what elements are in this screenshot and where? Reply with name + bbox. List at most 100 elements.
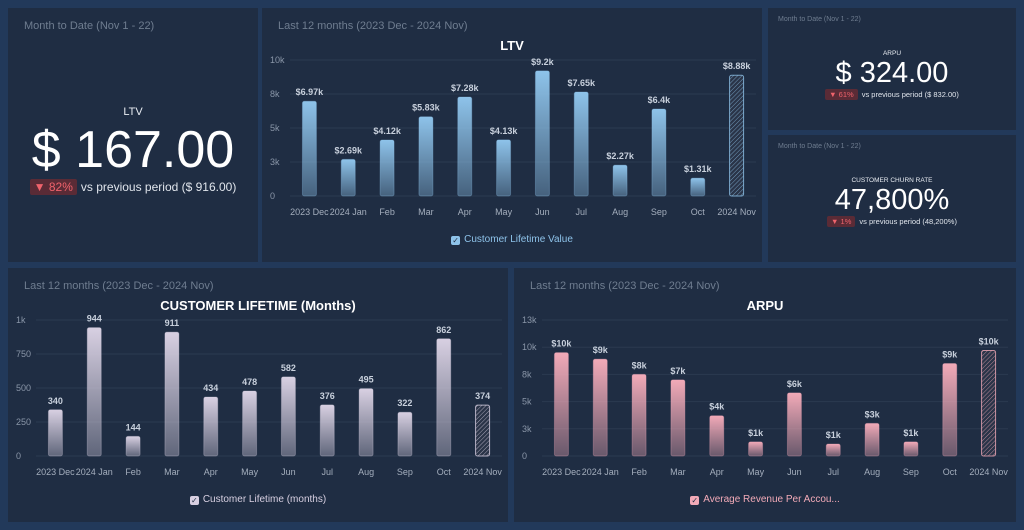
data-label: $1k [903,428,919,438]
bar [592,358,608,457]
bar [242,390,258,457]
data-label: $2.69k [334,145,363,155]
x-tick-label: Sep [397,467,413,477]
kpi-value: 47,800% [834,184,950,216]
change-badge: ▼ 61% [825,89,858,100]
bar [670,379,686,457]
date-range-label: Month to Date (Nov 1 - 22) [778,143,861,150]
x-tick-label: Sep [903,467,919,477]
bar [418,116,434,197]
bar [47,409,63,457]
x-tick-label: Mar [418,207,434,217]
x-tick-label: Sep [651,207,667,217]
data-label: 911 [165,318,180,328]
date-range-label: Month to Date (Nov 1 - 22) [24,20,155,32]
bar [86,327,102,457]
checkbox-icon[interactable]: ✓ [690,496,700,505]
x-tick-label: Jul [575,207,587,217]
x-tick-label: Feb [379,207,395,217]
checkbox-icon[interactable]: ✓ [189,496,199,505]
bar [651,108,667,197]
date-range-label: Last 12 months (2023 Dec - 2024 Nov) [278,20,468,32]
bar [631,373,647,457]
data-label: $6.97k [296,87,325,97]
checkbox-icon[interactable]: ✓ [451,236,461,245]
data-label: $8.88k [723,61,752,71]
data-label: $1k [826,430,842,440]
legend-item[interactable]: ✓ Customer Lifetime Value [262,234,762,245]
legend-item[interactable]: ✓ Average Revenue Per Accou... [514,494,1016,505]
churn-kpi-panel: Month to Date (Nov 1 - 22) CUSTOMER CHUR… [768,135,1016,262]
x-tick-label: Mar [164,467,180,477]
bar [358,388,374,457]
customer-lifetime-chart-panel: Last 12 months (2023 Dec - 2024 Nov) CUS… [8,268,508,522]
ltv-kpi-panel: Month to Date (Nov 1 - 22) LTV $ 167.00 … [8,8,258,262]
y-tick-label: 250 [16,417,31,427]
x-tick-label: Jul [321,467,333,477]
kpi-value: $ 167.00 [31,121,235,179]
comparison-text: vs previous period ($ 832.00) [861,90,959,99]
kpi-title: ARPU [882,50,902,57]
change-badge: ▼ 1% [827,216,856,227]
legend-item[interactable]: ✓ Customer Lifetime (months) [8,494,508,505]
data-label: $6k [787,379,803,389]
date-range-label: Last 12 months (2023 Dec - 2024 Nov) [530,280,720,292]
bar [319,404,335,457]
data-label: $7.65k [567,78,596,88]
data-label: $7.28k [451,83,480,93]
x-tick-label: Feb [125,467,141,477]
x-tick-label: May [747,467,765,477]
ltv-chart-panel: Last 12 months (2023 Dec - 2024 Nov) LTV… [262,8,762,262]
bar [786,392,802,457]
bar [164,331,180,457]
y-tick-label: 5k [270,123,280,133]
bar [864,422,880,457]
x-tick-label: Jun [787,467,802,477]
x-tick-label: 2024 Nov [969,467,1008,477]
comparison-text: vs previous period (48,200%) [859,217,957,226]
data-label: $8k [632,360,648,370]
legend-label: Customer Lifetime (months) [202,494,327,505]
x-tick-label: Apr [710,467,724,477]
bar [981,349,997,457]
x-tick-label: Mar [670,467,686,477]
bar [903,441,919,457]
kpi-title: CUSTOMER CHURN RATE [851,177,933,184]
x-tick-label: Apr [204,467,218,477]
x-tick-label: Aug [864,467,880,477]
y-tick-label: 8k [270,89,280,99]
arpu-kpi-panel: Month to Date (Nov 1 - 22) ARPU $ 324.00… [768,8,1016,130]
y-tick-label: 3k [270,157,280,167]
data-label: $10k [979,336,1000,346]
y-tick-label: 3k [522,424,532,434]
data-label: 340 [48,396,63,406]
data-label: 944 [87,314,102,324]
data-label: $1.31k [684,164,713,174]
x-tick-label: 2023 Dec [36,467,75,477]
data-label: $10k [551,339,572,349]
arpu-chart-panel: Last 12 months (2023 Dec - 2024 Nov) ARP… [514,268,1016,522]
data-label: $2.27k [606,151,635,161]
data-label: 144 [126,422,141,432]
data-label: $9k [593,345,609,355]
bar [203,396,219,457]
y-tick-label: 10k [522,342,537,352]
x-tick-label: Apr [458,207,472,217]
x-tick-label: 2023 Dec [542,467,581,477]
bar [436,338,452,457]
bar [709,415,725,457]
y-tick-label: 10k [270,55,285,65]
data-label: $4.12k [373,126,402,136]
x-tick-label: 2024 Nov [717,207,756,217]
bar [825,443,841,457]
arpu-bar-chart: 0 3k 5k 8k 10k 13k $10k 2023 Dec $9k 2024 Jan $8k F… [522,315,1008,477]
bar [397,411,413,457]
bar [379,139,395,197]
chart-title: ARPU [746,298,784,313]
x-tick-label: Jun [281,467,296,477]
kpi-title: LTV [123,106,143,118]
x-tick-label: 2024 Nov [463,467,502,477]
data-label: $4k [709,402,725,412]
data-label: 582 [281,363,296,373]
legend-label: Average Revenue Per Accou... [703,494,840,505]
